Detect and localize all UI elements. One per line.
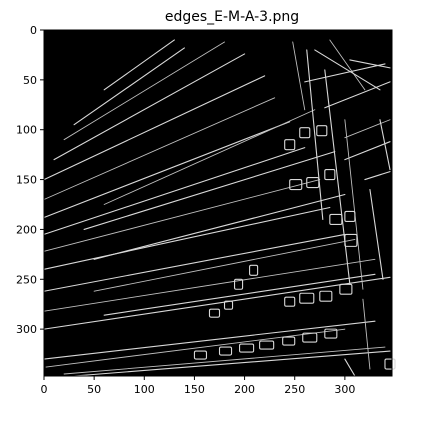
window-outline xyxy=(218,346,233,356)
window-outline xyxy=(282,336,296,346)
edge-segment xyxy=(349,59,391,69)
window-outline xyxy=(316,125,328,137)
window-outline xyxy=(344,210,356,222)
x-axis: 0 50 100 150 200 250 300 xyxy=(41,376,355,396)
window-outline xyxy=(306,177,320,189)
window-outline xyxy=(299,292,315,304)
window-outline xyxy=(289,179,303,191)
window-outline xyxy=(239,343,255,353)
y-tick-label: 300 xyxy=(16,323,37,336)
window-outline xyxy=(344,233,358,247)
window-outline xyxy=(339,283,353,295)
x-tick-label: 250 xyxy=(284,383,305,396)
edge-segment xyxy=(63,346,386,375)
edge-segment xyxy=(43,97,276,200)
window-outline xyxy=(249,264,259,276)
edge-segment xyxy=(73,47,185,126)
edge-segment xyxy=(43,320,376,360)
x-tick-label: 150 xyxy=(184,383,205,396)
edge-segment xyxy=(93,238,356,292)
edge-segment xyxy=(344,358,356,377)
window-outline xyxy=(319,290,333,302)
edge-segment xyxy=(43,147,306,235)
y-tick-label: 50 xyxy=(23,74,37,87)
window-outline xyxy=(324,169,336,181)
y-tick-label: 200 xyxy=(16,223,37,236)
window-outline xyxy=(193,350,208,360)
edge-segment xyxy=(73,350,391,377)
edge-segment xyxy=(103,39,175,91)
edge-segment xyxy=(63,41,225,141)
x-tick-label: 0 xyxy=(41,383,48,396)
window-outline xyxy=(233,278,244,290)
edge-segment xyxy=(329,39,366,91)
x-tick-label: 100 xyxy=(134,383,155,396)
y-tick-label: 250 xyxy=(16,273,37,286)
edge-segment xyxy=(45,328,346,368)
x-tick-label: 50 xyxy=(87,383,101,396)
window-outline xyxy=(284,139,296,151)
edge-segment xyxy=(304,63,386,83)
edge-segment xyxy=(103,273,376,316)
x-tick-label: 200 xyxy=(234,383,255,396)
edge-segment xyxy=(314,49,381,91)
edge-segment xyxy=(306,49,324,221)
window-outline xyxy=(284,296,296,307)
window-outline xyxy=(259,340,275,350)
edge-segment xyxy=(43,258,376,312)
edge-segment xyxy=(369,188,384,280)
edge-segment xyxy=(43,276,391,330)
edge-segment xyxy=(344,119,391,139)
edge-segment xyxy=(43,121,291,219)
edge-segment xyxy=(43,206,331,270)
plot-area xyxy=(43,29,396,377)
window-outline xyxy=(384,358,396,370)
window-outline xyxy=(302,332,318,343)
x-tick-label: 300 xyxy=(334,383,355,396)
window-outline xyxy=(299,127,311,139)
edge-segment xyxy=(53,53,246,161)
chart-title: edges_E-M-A-3.png xyxy=(165,9,299,25)
edge-lines xyxy=(43,39,396,377)
edge-segment xyxy=(83,151,336,230)
edge-segment xyxy=(344,141,391,161)
edge-segment xyxy=(292,41,306,111)
y-tick-label: 100 xyxy=(16,124,37,137)
window-outline xyxy=(223,300,234,310)
y-tick-label: 0 xyxy=(30,24,37,37)
window-outline xyxy=(324,328,338,339)
edge-segment xyxy=(364,171,391,181)
edge-segment xyxy=(43,233,346,292)
window-outline xyxy=(329,213,343,225)
edge-segment xyxy=(43,75,266,181)
y-axis: 0 50 100 150 200 250 300 xyxy=(16,24,44,336)
edge-segment xyxy=(362,298,371,370)
edge-segment xyxy=(103,109,316,205)
edge-segment xyxy=(344,119,364,290)
edge-image xyxy=(44,30,392,376)
axes-frame xyxy=(43,29,393,377)
edge-segment xyxy=(43,179,321,252)
edge-segment xyxy=(379,119,391,171)
edge-segment xyxy=(324,81,391,109)
window-outline xyxy=(208,308,221,318)
edge-segment xyxy=(324,69,351,285)
edge-segment xyxy=(93,193,346,260)
y-tick-label: 150 xyxy=(16,174,37,187)
